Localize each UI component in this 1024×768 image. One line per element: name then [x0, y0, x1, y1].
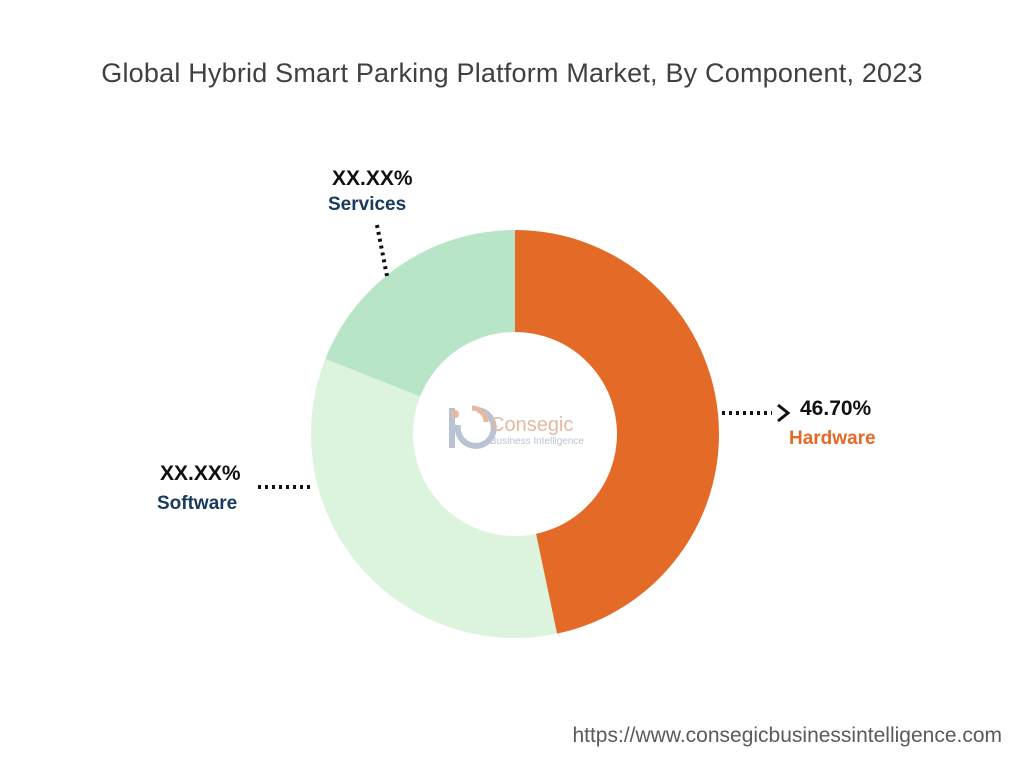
- category-label-hardware: Hardware: [789, 428, 876, 449]
- chart-title: Global Hybrid Smart Parking Platform Mar…: [101, 58, 923, 88]
- logo-tagline: Business Intelligence: [490, 436, 584, 447]
- leader-lines: [258, 224, 791, 489]
- consegic-logo-icon: [449, 405, 497, 449]
- category-label-services: Services: [328, 194, 407, 215]
- logo-name: Consegic: [490, 414, 574, 436]
- leader-line-services: [375, 224, 389, 277]
- data-label-software: XX.XX%: [160, 462, 241, 485]
- source-url: https://www.consegicbusinessintelligence…: [572, 724, 1002, 747]
- donut-slices: [311, 230, 719, 638]
- leader-arrow-hardware: [777, 403, 791, 423]
- category-label-software: Software: [157, 493, 238, 514]
- logo-text: Consegic Business Intelligence: [490, 414, 584, 448]
- donut-slice-services: [325, 230, 515, 397]
- data-label-services: XX.XX%: [332, 167, 413, 190]
- donut-slice-hardware: [515, 230, 719, 634]
- donut-slice-software: [311, 358, 557, 638]
- data-label-hardware: 46.70%: [800, 397, 872, 420]
